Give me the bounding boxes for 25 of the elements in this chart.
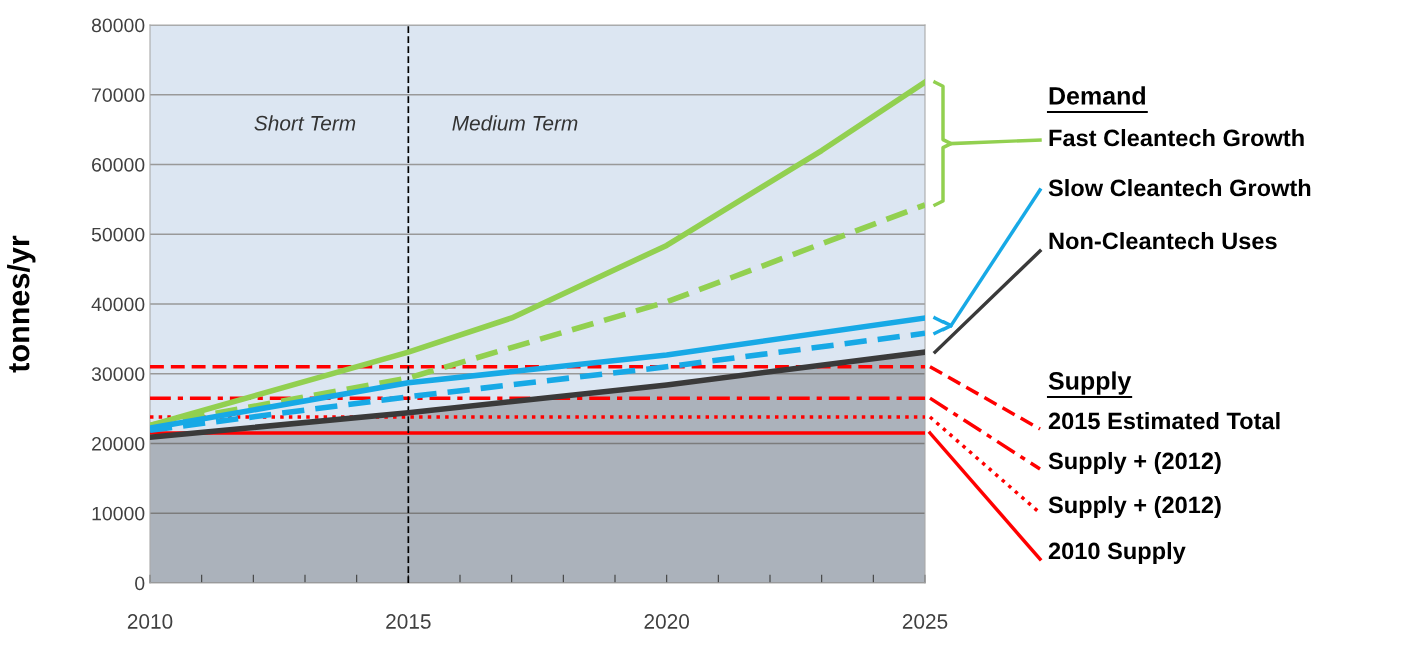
y-tick-label: 60000	[92, 157, 145, 172]
y-tick-label: 30000	[91, 367, 145, 381]
text: Fast Cleantech Growth	[1049, 128, 1304, 147]
ref-line-label: Supply + (2012)	[1048, 451, 1221, 475]
y-tick-label: 50000	[91, 227, 145, 242]
x-tick-label: 2025	[902, 614, 948, 629]
y-tick-label: 10000	[92, 506, 145, 521]
ref-line-label: Supply + (2012)	[1048, 495, 1221, 519]
y-tick-label: 0	[135, 576, 145, 591]
y-tick-label: 80000	[91, 18, 145, 33]
x-tick-label: 2015	[386, 614, 431, 629]
y-axis-title: tonnes/yr	[7, 235, 36, 373]
x-tick-label: 2020	[644, 614, 690, 629]
y-tick-label: 40000	[91, 297, 145, 312]
text: Supply	[1048, 371, 1132, 395]
text: Non-Cleantech Uses	[1049, 232, 1277, 250]
annotation: Short Term	[254, 115, 356, 131]
y-tick-label: 70000	[92, 88, 145, 102]
text: Slow Cleantech Growth	[1048, 178, 1311, 197]
ref-line-label: 2010 Supply	[1048, 541, 1186, 564]
annotation: Medium Term	[452, 115, 578, 131]
y-tick-label: 20000	[92, 436, 145, 451]
text: Demand	[1049, 86, 1145, 105]
x-tick-label: 2010	[127, 614, 173, 629]
ref-line-label: 2015 Estimated Total	[1048, 411, 1280, 430]
